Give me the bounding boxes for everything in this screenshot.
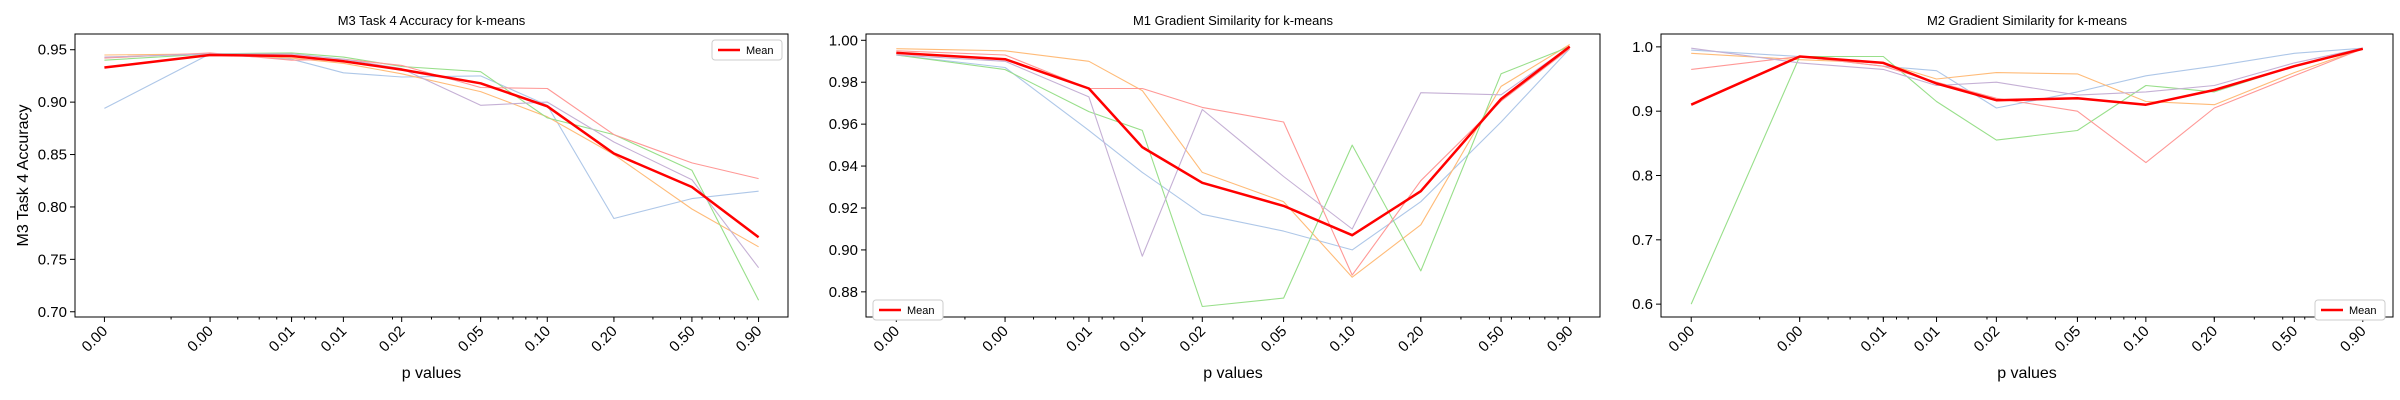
y-tick-label: 0.88 xyxy=(829,284,858,301)
series-line-mean xyxy=(896,45,1571,237)
x-tick-label: 0.20 xyxy=(2188,323,2221,356)
y-tick-label: 1.00 xyxy=(829,32,858,49)
series-line-run xyxy=(104,52,760,301)
legend-box xyxy=(872,299,944,321)
y-tick-label: 0.95 xyxy=(38,42,67,59)
y-tick-label: 0.8 xyxy=(1632,168,1653,185)
legend-box xyxy=(2314,299,2386,321)
legend-label: Mean xyxy=(2349,305,2377,317)
x-tick-label: 0.05 xyxy=(2052,323,2085,356)
x-tick-label: 0.01 xyxy=(1911,323,1944,356)
y-tick-label: 0.9 xyxy=(1632,103,1653,120)
y-tick-label: 1.0 xyxy=(1632,39,1653,56)
x-tick-label: 0.01 xyxy=(266,323,299,356)
x-tick-label: 0.10 xyxy=(521,323,554,356)
series-line-run xyxy=(104,52,759,180)
x-tick-label: 0.00 xyxy=(870,323,903,356)
chart-title: M1 Gradient Similarity for k-means xyxy=(1133,13,1334,28)
x-tick-label: 0.50 xyxy=(2269,323,2302,356)
x-axis-label: p values xyxy=(1997,365,2057,382)
x-tick-label: 0.20 xyxy=(588,323,621,356)
x-tick-label: 0.01 xyxy=(1857,323,1890,356)
y-tick-label: 0.90 xyxy=(38,94,67,111)
x-tick-label: 0.01 xyxy=(1116,323,1149,356)
x-tick-label: 0.02 xyxy=(1176,323,1209,356)
legend-label: Mean xyxy=(746,45,774,57)
x-tick-label: 0.90 xyxy=(2337,323,2370,356)
series-line-run xyxy=(896,44,1570,278)
x-tick-label: 0.00 xyxy=(1774,323,1807,356)
x-axis-label: p values xyxy=(402,365,462,382)
x-tick-label: 0.20 xyxy=(1395,323,1428,356)
y-tick-label: 0.6 xyxy=(1632,296,1653,313)
x-tick-label: 0.01 xyxy=(1063,323,1096,356)
series-line-run xyxy=(1691,48,2364,164)
x-tick-label: 0.10 xyxy=(2120,323,2153,356)
y-tick-label: 0.75 xyxy=(38,251,67,268)
x-tick-label: 0.00 xyxy=(1665,323,1698,356)
y-tick-label: 0.90 xyxy=(829,242,858,259)
y-tick-label: 0.92 xyxy=(829,200,858,217)
x-tick-label: 0.10 xyxy=(1326,323,1359,356)
plot-frame xyxy=(1660,33,2394,318)
x-axis-label: p values xyxy=(1203,365,1263,382)
y-tick-label: 0.94 xyxy=(829,158,858,175)
y-tick-label: 0.85 xyxy=(38,147,67,164)
chart-panel-1: M3 Task 4 Accuracy for k-means 0.00 0.00 0.… xyxy=(15,13,789,382)
x-tick-label: 0.90 xyxy=(1544,323,1577,356)
chart-title: M3 Task 4 Accuracy for k-means xyxy=(338,13,526,28)
series-line-run xyxy=(1691,47,2363,96)
legend: Mean xyxy=(711,39,783,61)
legend-label: Mean xyxy=(907,305,935,317)
x-tick-label: 0.00 xyxy=(979,323,1012,356)
chart-panel-2: M1 Gradient Similarity for k-means 0.00 0.… xyxy=(829,13,1601,382)
series-line-run xyxy=(104,53,760,269)
y-axis-label: M3 Task 4 Accuracy xyxy=(15,105,32,247)
x-tick-label: 0.50 xyxy=(1475,323,1508,356)
chart-panel-3: M2 Gradient Similarity for k-means 0.00 0.… xyxy=(1632,13,2394,382)
x-tick-label: 0.50 xyxy=(666,323,699,356)
x-tick-label: 0.05 xyxy=(455,323,488,356)
series-line-mean xyxy=(104,53,760,239)
y-tick-label: 0.70 xyxy=(38,304,67,321)
series-line-run xyxy=(896,48,1571,251)
series-line-run xyxy=(896,46,1571,257)
y-tick-label: 0.98 xyxy=(829,74,858,91)
series-line-mean xyxy=(1690,47,2364,106)
series-line-run xyxy=(104,53,759,220)
series-line-run xyxy=(896,46,1570,308)
x-tick-label: 0.02 xyxy=(376,323,409,356)
plot-frame xyxy=(865,33,1601,318)
x-tick-label: 0.00 xyxy=(79,323,112,356)
y-tick-label: 0.7 xyxy=(1632,232,1653,249)
x-tick-label: 0.05 xyxy=(1258,323,1291,356)
x-tick-label: 0.01 xyxy=(318,323,351,356)
legend: Mean xyxy=(2314,299,2386,321)
y-tick-label: 0.96 xyxy=(829,116,858,133)
series-line-run xyxy=(896,48,1571,276)
x-tick-label: 0.00 xyxy=(184,323,217,356)
chart-title: M2 Gradient Similarity for k-means xyxy=(1927,13,2128,28)
legend-box xyxy=(711,39,783,61)
x-tick-label: 0.02 xyxy=(1971,323,2004,356)
y-tick-label: 0.80 xyxy=(38,199,67,216)
x-tick-label: 0.90 xyxy=(733,323,766,356)
legend: Mean xyxy=(872,299,944,321)
